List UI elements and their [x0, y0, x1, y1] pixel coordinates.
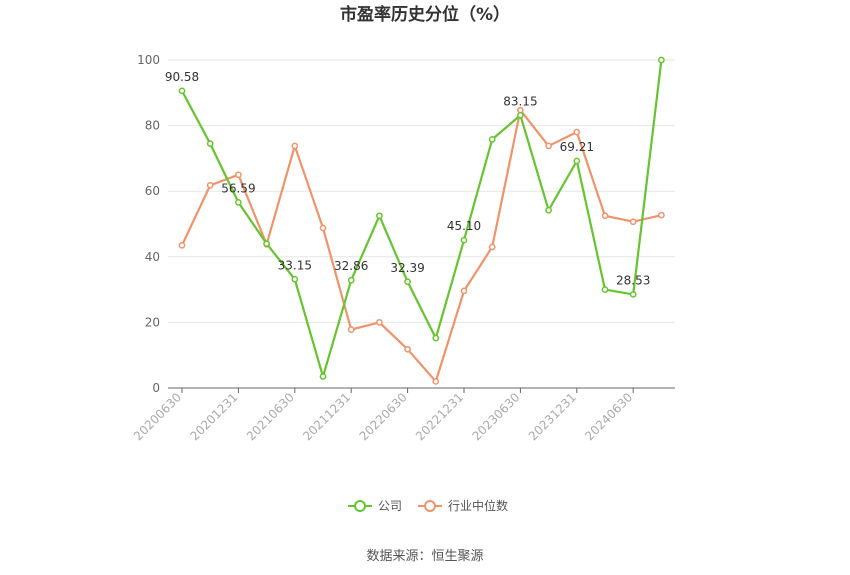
series-line-0 [181, 59, 663, 378]
data-point [460, 287, 468, 295]
legend-label: 行业中位数 [448, 498, 508, 513]
data-point [658, 211, 665, 219]
data-point [178, 241, 186, 249]
legend-label: 公司 [378, 499, 402, 513]
data-point [235, 199, 242, 206]
x-tick-label: 20201231 [187, 390, 240, 443]
y-tick-label: 60 [145, 184, 160, 198]
data-point [347, 326, 355, 333]
y-tick-label: 20 [145, 315, 160, 329]
legend-item-1[interactable]: 行业中位数 [418, 498, 508, 513]
x-tick-label: 20210630 [244, 390, 297, 443]
data-point [488, 243, 496, 251]
data-point [404, 345, 411, 353]
data-label: 32.39 [390, 261, 424, 275]
data-label: 45.10 [447, 219, 481, 233]
data-labels: 90.58 56.59 33.15 32.86 32.39 45.10 83.15 69.21… [165, 70, 651, 288]
data-label: 83.15 [503, 94, 537, 108]
legend-marker [354, 500, 366, 512]
y-tick-label: 40 [145, 250, 160, 264]
data-point [432, 334, 440, 342]
data-point [404, 278, 411, 286]
data-point [432, 378, 440, 385]
data-point [376, 212, 383, 220]
data-point [376, 319, 383, 326]
data-point [319, 224, 327, 232]
data-point [291, 142, 299, 150]
data-label: 28.53 [616, 273, 650, 287]
data-point [263, 240, 270, 248]
data-label: 69.21 [560, 140, 594, 154]
x-tick-label: 20221231 [413, 390, 466, 443]
data-point [629, 291, 637, 298]
data-label: 56.59 [221, 181, 255, 195]
data-point [488, 136, 496, 143]
data-point [573, 128, 581, 136]
data-label: 33.15 [278, 258, 312, 272]
source-text: 数据来源：恒生聚源 [366, 549, 483, 564]
data-point [573, 157, 581, 165]
x-tick-label: 20200630 [131, 390, 184, 443]
data-label: 90.58 [165, 70, 199, 84]
data-point [545, 206, 552, 214]
y-tick-label: 100 [137, 53, 160, 67]
series-layer [178, 56, 665, 385]
data-point [629, 218, 637, 226]
axes: 0 20 40 60 80 100 20200630 20201231 20210630 2021… [131, 53, 675, 443]
data-point [460, 236, 468, 244]
legend-item-0[interactable]: 公司 [348, 499, 402, 513]
data-point [658, 56, 665, 64]
data-point [178, 87, 186, 95]
data-point [235, 171, 242, 179]
data-point [517, 111, 524, 119]
y-tick-label: 80 [145, 119, 160, 133]
data-point [291, 275, 299, 283]
grid-lines [168, 59, 675, 323]
data-point [319, 373, 327, 380]
data-point [601, 286, 609, 293]
data-label: 32.86 [334, 259, 368, 273]
x-tick-label: 20211231 [300, 390, 353, 443]
series-line-1 [181, 109, 662, 383]
y-tick-label: 0 [152, 381, 160, 395]
data-point [545, 142, 552, 150]
chart-title: 市盈率历史分位（%） [340, 4, 510, 25]
x-tick-label: 20240630 [582, 390, 635, 443]
x-tick-label: 20220630 [357, 390, 410, 443]
data-point [347, 276, 355, 284]
data-point [601, 212, 609, 220]
data-point [206, 140, 214, 147]
legend[interactable]: 公司 行业中位数 [348, 498, 508, 513]
x-tick-label: 20230630 [469, 390, 522, 443]
x-tick-label: 20231231 [526, 390, 579, 443]
data-point [206, 181, 214, 189]
legend-marker [424, 500, 436, 512]
